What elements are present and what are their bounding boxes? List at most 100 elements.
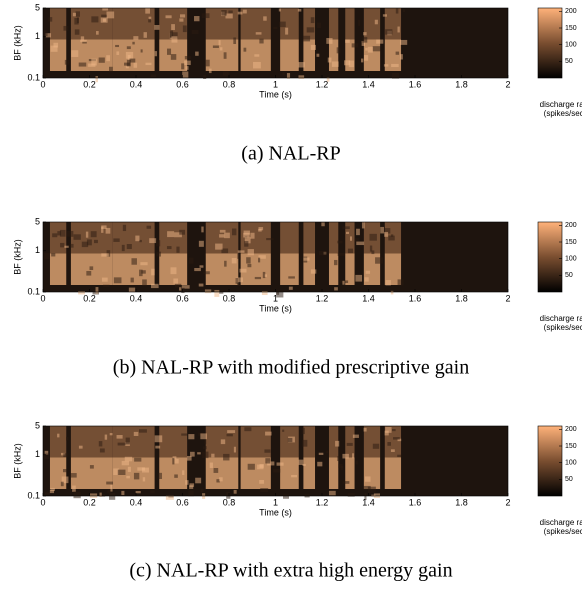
neurogram-texture (335, 440, 340, 447)
neurogram-texture (356, 228, 360, 236)
x-tick-label: 1.8 (455, 293, 468, 303)
neurogram-texture (102, 8, 109, 11)
neurogram-texture (384, 231, 389, 237)
neurogram-texture (355, 460, 358, 465)
neurogram-texture (129, 58, 136, 63)
neurogram-high-band (328, 426, 339, 458)
neurogram-texture (149, 238, 157, 244)
neurogram-texture (181, 285, 190, 289)
neurogram-texture (258, 227, 264, 231)
neurogram-texture (117, 442, 126, 446)
neurogram-texture (45, 33, 52, 38)
neurogram-texture (223, 52, 227, 59)
neurogram-texture (174, 232, 182, 238)
neurogram-texture (181, 287, 185, 294)
neurogram-texture (49, 490, 55, 494)
neurogram-texture (72, 485, 76, 492)
neurogram-low-band (303, 457, 316, 489)
neurogram-texture (220, 439, 226, 445)
neurogram-texture (194, 16, 200, 22)
neurogram-texture (59, 229, 66, 237)
neurogram-texture (209, 462, 213, 468)
neurogram-texture (113, 277, 122, 284)
neurogram-texture (239, 268, 247, 273)
neurogram-texture (342, 453, 349, 459)
neurogram-low-band (280, 253, 299, 285)
neurogram-texture (205, 59, 210, 67)
neurogram-texture (190, 451, 195, 457)
neurogram-texture (365, 270, 371, 274)
neurogram-texture (132, 41, 135, 45)
neurogram-high-band (159, 426, 188, 458)
neurogram-texture (317, 461, 323, 467)
neurogram-texture (90, 231, 97, 238)
colorbar-tick-label: 150 (565, 25, 577, 32)
colorbar-tick-label: 150 (565, 239, 577, 246)
neurogram-texture (231, 228, 237, 236)
neurogram-texture (121, 244, 125, 252)
neurogram-texture (361, 58, 364, 63)
neurogram-texture (362, 37, 368, 43)
neurogram-texture (337, 456, 340, 462)
neurogram-texture (302, 35, 311, 42)
neurogram-texture (363, 32, 367, 36)
neurogram-texture (351, 43, 359, 48)
neurogram-low-band (328, 457, 339, 489)
x-axis-label: Time (s) (259, 89, 292, 99)
neurogram-texture (167, 231, 175, 238)
neurogram-low-band (280, 457, 299, 489)
neurogram-texture (101, 14, 107, 19)
neurogram-low-band (328, 253, 339, 285)
neurogram-low-band (303, 39, 316, 71)
neurogram-texture (66, 436, 69, 441)
neurogram-texture (227, 430, 236, 433)
neurogram-texture (326, 450, 329, 454)
neurogram-texture (101, 226, 104, 233)
neurogram-high-band (112, 426, 155, 458)
neurogram-texture (91, 16, 99, 23)
neurogram-texture (121, 490, 125, 496)
neurogram-texture (224, 232, 230, 239)
neurogram-texture (397, 279, 404, 286)
neurogram-texture (222, 71, 229, 76)
neurogram-texture (257, 464, 264, 470)
colorbar (537, 7, 563, 79)
neurogram-texture (247, 463, 255, 470)
neurogram-texture (50, 45, 58, 52)
neurogram-texture (186, 455, 192, 461)
neurogram-texture (397, 26, 400, 33)
neurogram-texture (116, 435, 123, 439)
neurogram-texture (225, 13, 233, 19)
neurogram-texture (358, 19, 361, 26)
neurogram-texture (101, 277, 108, 282)
neurogram-texture (154, 24, 160, 30)
neurogram-texture (106, 11, 115, 19)
neurogram-texture (167, 48, 172, 55)
neurogram-texture (361, 222, 365, 229)
neurogram-texture (154, 435, 163, 443)
neurogram-texture (354, 238, 360, 243)
neurogram-texture (297, 8, 302, 12)
neurogram-texture (107, 489, 112, 493)
neurogram-texture (154, 51, 158, 57)
neurogram-texture (115, 44, 120, 48)
neurogram-texture (219, 234, 225, 238)
neurogram-texture (94, 239, 98, 244)
neurogram-texture (78, 291, 85, 295)
neurogram-texture (106, 55, 110, 62)
neurogram-texture (371, 250, 375, 255)
neurogram-texture (109, 433, 113, 436)
x-tick-label: 0 (40, 79, 45, 89)
neurogram-texture (385, 29, 393, 35)
colorbar-label: discharge rate (540, 100, 582, 109)
neurogram-texture (349, 236, 352, 241)
colorbar-tick-label: 50 (565, 272, 573, 279)
neurogram-texture (395, 8, 399, 14)
neurogram-texture (50, 487, 55, 492)
x-tick-label: 1.4 (362, 79, 375, 89)
x-tick-label: 0.6 (176, 293, 189, 303)
x-tick-label: 2 (505, 293, 510, 303)
neurogram-texture (237, 11, 243, 15)
neurogram-texture (243, 232, 250, 238)
neurogram-texture (142, 279, 147, 287)
